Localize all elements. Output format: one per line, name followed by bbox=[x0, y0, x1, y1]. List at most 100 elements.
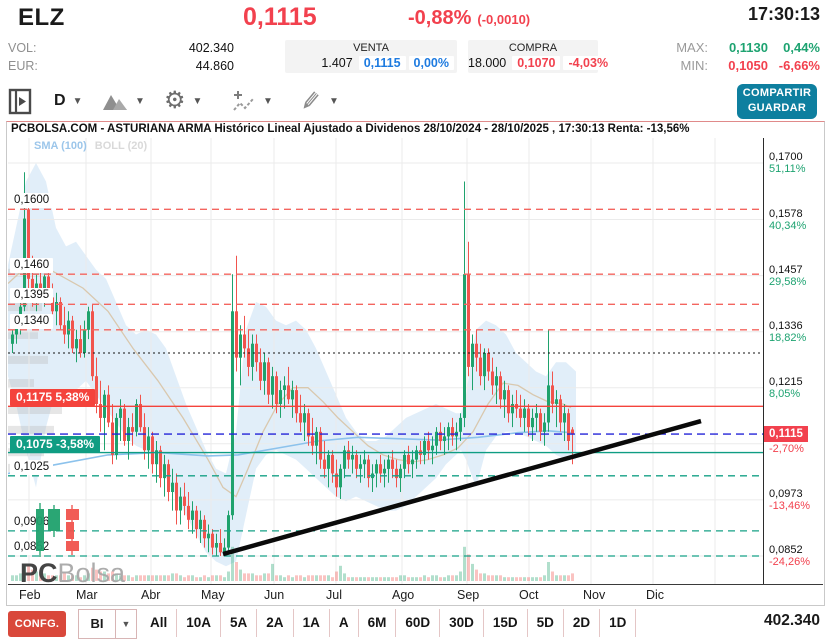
month-label-nov: Nov bbox=[583, 588, 606, 602]
candle bbox=[531, 417, 534, 428]
sidebar-toggle-icon bbox=[8, 88, 32, 114]
volume-bar bbox=[375, 577, 378, 581]
range-button-5a[interactable]: 5A bbox=[221, 609, 258, 637]
chart-panel: PCBOLSA.COM - ASTURIANA ARMA Histórico L… bbox=[6, 121, 825, 606]
candle bbox=[143, 427, 146, 451]
range-button-5d[interactable]: 5D bbox=[528, 609, 564, 637]
chart-type-select[interactable]: ▼ bbox=[102, 86, 145, 116]
candle bbox=[163, 464, 166, 479]
min-price: 0,1050 bbox=[728, 58, 768, 73]
candle bbox=[51, 297, 54, 312]
alert-level-label[interactable]: 0,1395 bbox=[10, 288, 54, 304]
volume-bar bbox=[463, 546, 466, 581]
range-button-2a[interactable]: 2A bbox=[257, 609, 294, 637]
price-axis[interactable]: 0,1700 51,11% 0,1578 40,34% 0,1457 29,58% 0,13… bbox=[763, 138, 824, 584]
price-change-pct: -0,88% bbox=[408, 7, 472, 29]
range-button-10a[interactable]: 10A bbox=[177, 609, 222, 637]
range-button-15d[interactable]: 15D bbox=[484, 609, 528, 637]
volume-bar bbox=[203, 575, 206, 581]
candle bbox=[443, 436, 446, 441]
volume-bar bbox=[415, 577, 418, 581]
sidebar-toggle-button[interactable] bbox=[8, 86, 32, 116]
alert-level-label[interactable]: 0,1340 bbox=[10, 313, 54, 329]
volume-bar bbox=[495, 575, 498, 581]
volume-bar bbox=[367, 577, 370, 581]
range-button-60d[interactable]: 60D bbox=[396, 609, 441, 637]
volume-bar bbox=[247, 573, 250, 581]
volume-bar bbox=[347, 577, 350, 581]
current-price-pct: -2,70% bbox=[769, 443, 804, 456]
draw-tools-menu[interactable]: ▼ bbox=[298, 86, 339, 116]
price-plot[interactable]: SMA (100) BOLL (20) PCBolsa 0,1600 0,1460 0… bbox=[7, 138, 763, 588]
month-label-feb: Feb bbox=[19, 588, 41, 602]
volume-bar bbox=[335, 571, 338, 581]
volume-bar bbox=[27, 565, 30, 581]
price-change: -0,88% (-0,0010) bbox=[408, 7, 530, 30]
candle bbox=[279, 390, 282, 404]
volume-bar bbox=[171, 573, 174, 581]
config-button[interactable]: CONFG. bbox=[8, 611, 66, 637]
candle bbox=[395, 468, 398, 479]
candlestick-chart bbox=[7, 138, 763, 584]
range-button-all[interactable]: All bbox=[140, 609, 178, 637]
volume-bar bbox=[147, 575, 150, 581]
add-indicator-menu[interactable]: ▼ bbox=[232, 86, 273, 116]
alert-level-badge[interactable]: 0,1175 5,38% bbox=[10, 389, 96, 407]
range-button-6m[interactable]: 6M bbox=[359, 609, 397, 637]
session-time: 17:30:13 bbox=[747, 4, 820, 24]
candle bbox=[359, 464, 362, 469]
share-save-button[interactable]: COMPARTIR GUARDAR bbox=[737, 84, 817, 119]
volume-bar bbox=[139, 575, 142, 581]
alert-level-badge[interactable]: 0,1075 -3,58% bbox=[10, 435, 101, 453]
volume-bar bbox=[55, 575, 58, 581]
volume-bar bbox=[35, 571, 38, 581]
candle bbox=[239, 334, 242, 358]
range-button-1d[interactable]: 1D bbox=[600, 609, 637, 637]
range-button-a[interactable]: A bbox=[330, 609, 359, 637]
volume-bar bbox=[559, 575, 562, 581]
timeframe-select[interactable]: D ▼ bbox=[54, 86, 82, 116]
range-button-1a[interactable]: 1A bbox=[294, 609, 330, 637]
alert-level-label[interactable]: 0,1025 bbox=[10, 459, 54, 475]
volume-bar bbox=[515, 577, 518, 581]
volume-bar bbox=[31, 569, 34, 581]
candle bbox=[283, 385, 286, 390]
candle bbox=[231, 311, 234, 516]
alert-level-label[interactable]: 0,1600 bbox=[10, 193, 54, 209]
interval-select[interactable]: BI ▼ bbox=[78, 609, 137, 639]
volume-bar bbox=[359, 577, 362, 581]
ticker-symbol: ELZ bbox=[18, 4, 65, 31]
volume-bar bbox=[95, 569, 98, 581]
candle bbox=[203, 519, 206, 539]
alert-level-label[interactable]: 0,1460 bbox=[10, 258, 54, 274]
interval-value: BI bbox=[90, 616, 104, 631]
candle bbox=[407, 454, 410, 465]
candle bbox=[567, 413, 570, 441]
volume-profile-bar bbox=[8, 379, 34, 388]
range-button-2d[interactable]: 2D bbox=[564, 609, 601, 637]
volume-bar bbox=[303, 577, 306, 581]
volume-bar bbox=[327, 575, 330, 581]
volume-eur-block: VOL: 402.340 EUR: 44.860 bbox=[8, 41, 234, 77]
candle bbox=[539, 413, 542, 432]
time-axis[interactable]: Feb Mar Abr May Jun Jul Ago Sep Oct Nov Dic bbox=[8, 584, 823, 605]
chart-type-icon bbox=[103, 95, 127, 110]
watermark-light: Bolsa bbox=[57, 558, 126, 588]
candle bbox=[523, 408, 526, 418]
range-button-30d[interactable]: 30D bbox=[440, 609, 484, 637]
volume-bar bbox=[383, 577, 386, 581]
ask-qty: 18.000 bbox=[468, 55, 507, 70]
volume-bar bbox=[503, 577, 506, 581]
candle bbox=[335, 473, 338, 488]
volume-bar bbox=[407, 577, 410, 581]
candle bbox=[519, 408, 522, 418]
candle bbox=[559, 399, 562, 423]
volume-bar bbox=[155, 575, 158, 581]
candle bbox=[195, 510, 198, 530]
volume-bar bbox=[539, 577, 542, 581]
volume-bar bbox=[131, 577, 134, 581]
volume-bar bbox=[195, 577, 198, 581]
volume-bar bbox=[323, 575, 326, 581]
settings-menu[interactable]: ⚙ ▼ bbox=[164, 86, 202, 116]
candle bbox=[215, 543, 218, 548]
